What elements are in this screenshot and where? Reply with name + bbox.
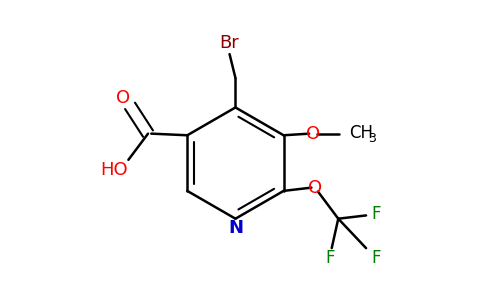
Text: 3: 3	[368, 132, 376, 145]
Text: F: F	[325, 249, 335, 267]
Text: HO: HO	[101, 160, 128, 178]
Text: F: F	[371, 205, 380, 223]
Text: O: O	[117, 89, 131, 107]
Text: CH: CH	[349, 124, 373, 142]
Text: Br: Br	[220, 34, 240, 52]
Text: O: O	[308, 178, 322, 196]
Text: F: F	[371, 249, 380, 267]
Text: O: O	[306, 124, 320, 142]
Text: N: N	[228, 219, 243, 237]
